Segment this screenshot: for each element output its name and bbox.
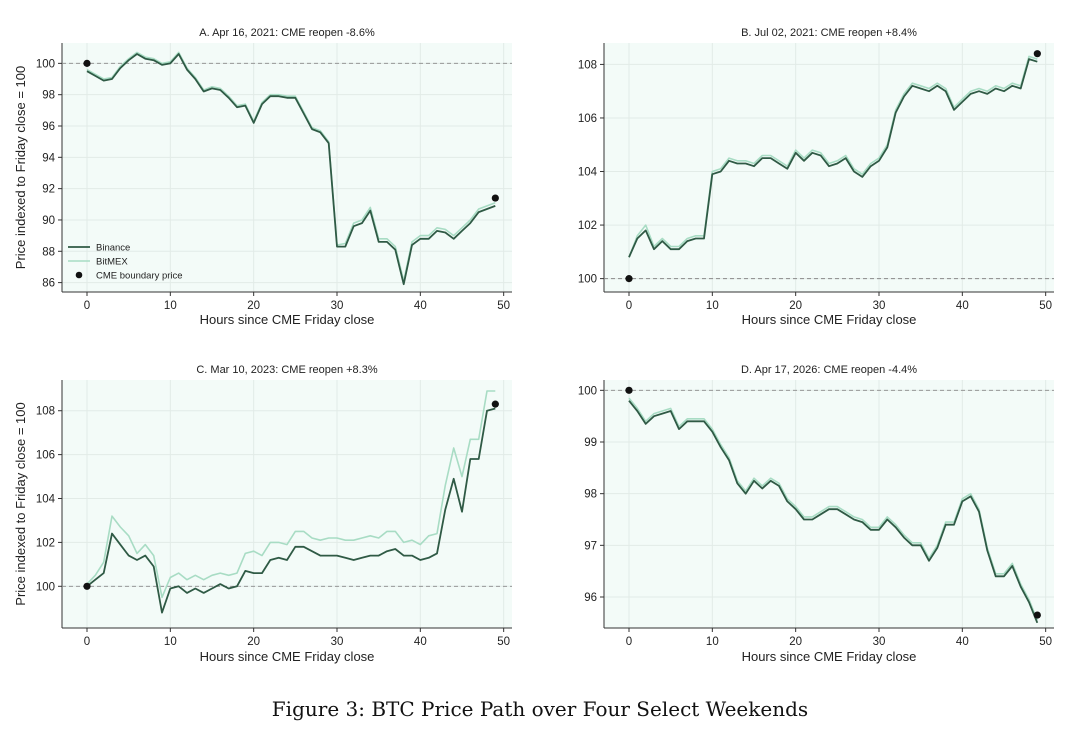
cme-boundary-point: [625, 386, 633, 394]
x-axis-label: Hours since CME Friday close: [742, 312, 917, 327]
x-tick-label: 50: [497, 636, 510, 648]
x-tick-label: 30: [331, 300, 344, 312]
x-tick-label: 10: [164, 300, 177, 312]
cme-boundary-point: [1033, 50, 1041, 58]
y-tick-label: 100: [578, 274, 597, 286]
y-tick-label: 100: [36, 581, 55, 593]
cme-boundary-point: [83, 582, 91, 590]
cme-boundary-point: [1033, 611, 1041, 619]
x-tick-label: 20: [247, 636, 260, 648]
y-tick-label: 97: [584, 540, 597, 552]
chart-panel-3: 100 102 104 106 108 0 10 20 30 40 50 C. Mar 10, 202…: [13, 364, 512, 664]
series-line-bitmex: [628, 55, 1038, 258]
x-axis-label: Hours since CME Friday close: [200, 649, 375, 664]
plot-area: [62, 43, 512, 292]
y-tick-label: 100: [578, 385, 597, 397]
cme-boundary-point: [491, 194, 499, 202]
x-tick-label: 30: [873, 636, 886, 648]
legend-swatch-cme: [75, 271, 83, 279]
y-axis-label: Price indexed to Friday close = 100: [13, 402, 28, 605]
x-tick-label: 40: [956, 636, 969, 648]
x-tick-label: 0: [626, 636, 632, 648]
y-tick-label: 98: [42, 90, 55, 102]
y-tick-label: 104: [36, 494, 56, 506]
y-tick-label: 102: [36, 537, 55, 549]
plot-area: [604, 43, 1054, 292]
x-tick-label: 30: [873, 300, 886, 312]
series-line-bitmex: [86, 51, 496, 282]
chart-panel-1: 86 88 90 92 94 96 98 100 0 10 20 30 40 50 A. Apr 16, 2…: [13, 27, 512, 327]
legend-label-cme: CME boundary price: [96, 271, 183, 282]
panel-title: D. Apr 17, 2026: CME reopen -4.4%: [741, 364, 917, 376]
y-tick-label: 102: [578, 220, 597, 232]
chart-panel-4: 96 97 98 99 100 0 10 20 30 40 50 D. Apr 17, 2026: C…: [578, 364, 1054, 664]
y-tick-label: 100: [36, 58, 55, 70]
series-line-bitmex: [628, 397, 1039, 621]
x-axis-label: Hours since CME Friday close: [742, 649, 917, 664]
y-tick-label: 106: [36, 450, 55, 462]
x-tick-label: 20: [789, 636, 802, 648]
series-line-binance: [628, 58, 1038, 258]
legend: Binance BitMEX CME boundary price: [68, 243, 183, 282]
cme-boundary-point: [625, 275, 633, 283]
figure-caption: Figure 3: BTC Price Path over Four Selec…: [271, 697, 809, 721]
plot-area: [62, 380, 512, 628]
x-tick-label: 50: [1039, 636, 1052, 648]
series-line-binance: [628, 400, 1039, 624]
y-tick-label: 86: [42, 278, 55, 290]
x-tick-label: 40: [956, 300, 969, 312]
x-tick-label: 20: [247, 300, 260, 312]
y-tick-label: 94: [42, 152, 55, 164]
y-tick-label: 104: [578, 167, 598, 179]
x-tick-label: 0: [626, 300, 632, 312]
x-tick-label: 0: [84, 300, 90, 312]
y-tick-label: 96: [42, 121, 55, 133]
series-line-binance: [86, 407, 496, 614]
series-line-binance: [86, 53, 496, 286]
legend-label-bitmex: BitMEX: [96, 257, 128, 268]
y-tick-label: 88: [42, 246, 55, 258]
panel-title: B. Jul 02, 2021: CME reopen +8.4%: [741, 27, 917, 39]
y-axis-label: Price indexed to Friday close = 100: [13, 66, 28, 269]
series-line-bitmex: [86, 390, 496, 599]
legend-label-binance: Binance: [96, 243, 130, 254]
x-axis-label: Hours since CME Friday close: [200, 312, 375, 327]
cme-boundary-point: [491, 400, 499, 408]
plot-area: [604, 380, 1054, 628]
x-tick-label: 40: [414, 636, 427, 648]
panel-title: C. Mar 10, 2023: CME reopen +8.3%: [196, 364, 378, 376]
x-tick-label: 10: [706, 636, 719, 648]
x-tick-label: 40: [414, 300, 427, 312]
y-tick-label: 108: [578, 59, 597, 71]
y-tick-label: 99: [584, 437, 597, 449]
x-tick-label: 50: [497, 300, 510, 312]
panel-title: A. Apr 16, 2021: CME reopen -8.6%: [199, 27, 375, 39]
y-tick-label: 90: [42, 215, 55, 227]
y-tick-label: 98: [584, 489, 597, 501]
x-tick-label: 20: [789, 300, 802, 312]
x-tick-label: 50: [1039, 300, 1052, 312]
cme-boundary-point: [83, 59, 91, 67]
x-tick-label: 0: [84, 636, 90, 648]
x-tick-label: 30: [331, 636, 344, 648]
y-tick-label: 96: [584, 592, 597, 604]
y-tick-label: 108: [36, 406, 55, 418]
x-tick-label: 10: [164, 636, 177, 648]
y-tick-label: 106: [578, 113, 597, 125]
x-tick-label: 10: [706, 300, 719, 312]
chart-panel-2: 100 102 104 106 108 0 10 20 30 40 50 B. Jul 02, 202…: [578, 27, 1054, 327]
y-tick-label: 92: [42, 184, 55, 196]
